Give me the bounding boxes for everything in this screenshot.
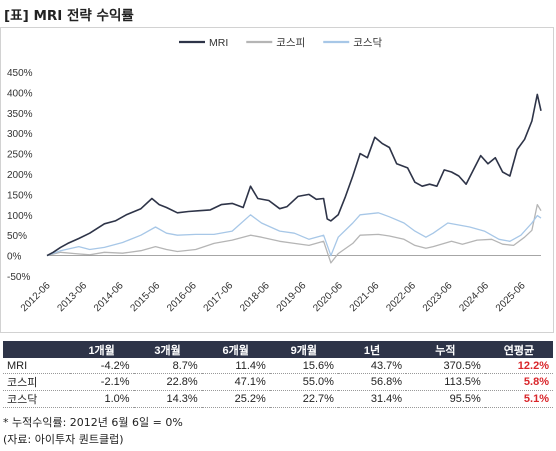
x-tick-label: 2024-06 — [457, 280, 491, 314]
table-cell: 95.5% — [406, 390, 485, 408]
table-row: 코스피 -2.1% 22.8% 47.1% 55.0% 56.8% 113.5%… — [3, 373, 553, 391]
table-row: 코스닥 1.0% 14.3% 25.2% 22.7% 31.4% 95.5% 5… — [3, 390, 553, 408]
table-cell: 14.3% — [133, 390, 202, 408]
x-tick-label: 2012-06 — [19, 280, 53, 314]
table-header-blank — [3, 341, 70, 358]
table-cell: -4.2% — [69, 358, 134, 374]
legend-label-kospi: 코스피 — [276, 37, 305, 49]
series-line-kospi — [46, 203, 542, 264]
series-line-mri — [46, 93, 542, 257]
cagr-cell: 12.2% — [484, 358, 553, 374]
table-cell: 1.0% — [69, 390, 134, 408]
cagr-cell: 5.8% — [484, 373, 553, 391]
line-chart: 450% 400% 350% 300% 250% 200% 150% 100% 50% 0% -50… — [7, 37, 542, 314]
x-tick-label: 2018-06 — [238, 280, 272, 314]
y-tick-label: -50% — [7, 272, 30, 283]
figure-title: [표] MRI 전략 수익률 — [4, 8, 134, 24]
y-tick-label: 100% — [7, 211, 33, 222]
x-tick-label: 2019-06 — [275, 280, 309, 314]
y-tick-label: 350% — [7, 109, 33, 120]
series-line-kosdaq — [46, 212, 542, 257]
legend-label-mri: MRI — [209, 37, 228, 49]
x-tick-label: 2020-06 — [311, 280, 345, 314]
performance-table: 1개월 3개월 6개월 9개월 1년 누적 연평균 MRI -4.2% 8.7%… — [3, 341, 553, 408]
x-tick-label: 2017-06 — [202, 280, 236, 314]
table-cell: 25.2% — [201, 390, 270, 408]
x-tick-label: 2015-06 — [129, 280, 163, 314]
table-header-6m: 6개월 — [201, 341, 270, 358]
chart-container: 450% 400% 350% 300% 250% 200% 150% 100% 50% 0% -50… — [0, 27, 554, 333]
y-tick-label: 450% — [7, 68, 33, 79]
table-header-cumulative: 누적 — [406, 341, 485, 358]
row-label: MRI — [3, 358, 70, 374]
row-label: 코스닥 — [3, 390, 70, 408]
table-cell: -2.1% — [69, 373, 134, 391]
x-tick-label: 2016-06 — [165, 280, 199, 314]
table-cell: 15.6% — [269, 358, 338, 374]
table-cell: 11.4% — [201, 358, 270, 374]
x-tick-label: 2014-06 — [92, 280, 126, 314]
row-label: 코스피 — [3, 373, 70, 391]
x-tick-label: 2022-06 — [384, 280, 418, 314]
x-tick-label: 2013-06 — [55, 280, 89, 314]
table-cell: 370.5% — [406, 358, 485, 374]
y-tick-label: 250% — [7, 150, 33, 161]
table-cell: 22.7% — [269, 390, 338, 408]
y-tick-label: 0% — [7, 252, 22, 263]
source-note: (자료: 아이투자 퀀트클럽) — [3, 433, 124, 446]
table-cell: 55.0% — [269, 373, 338, 391]
y-tick-label: 150% — [7, 190, 33, 201]
table-cell: 8.7% — [133, 358, 202, 374]
table-header-cagr: 연평균 — [484, 341, 553, 358]
y-tick-label: 300% — [7, 129, 33, 140]
table-cell: 56.8% — [337, 373, 407, 391]
x-tick-label: 2021-06 — [348, 280, 382, 314]
table-cell: 43.7% — [337, 358, 407, 374]
y-tick-label: 400% — [7, 88, 33, 99]
table-cell: 31.4% — [337, 390, 407, 408]
x-tick-label: 2023-06 — [421, 280, 455, 314]
y-tick-label: 50% — [7, 231, 27, 242]
table-header-row: 1개월 3개월 6개월 9개월 1년 누적 연평균 — [3, 341, 553, 358]
y-tick-label: 200% — [7, 170, 33, 181]
cagr-cell: 5.1% — [484, 390, 553, 408]
table-header-9m: 9개월 — [269, 341, 338, 358]
legend-label-kosdaq: 코스닥 — [353, 37, 382, 49]
table-cell: 22.8% — [133, 373, 202, 391]
table-row: MRI -4.2% 8.7% 11.4% 15.6% 43.7% 370.5% … — [3, 358, 553, 374]
table-header-1y: 1년 — [337, 341, 407, 358]
x-tick-label: 2025-06 — [494, 280, 528, 314]
table-header-1m: 1개월 — [69, 341, 134, 358]
table-header-3m: 3개월 — [133, 341, 202, 358]
cumulative-note: * 누적수익률: 2012년 6월 6일 = 0% — [3, 416, 183, 429]
table-cell: 47.1% — [201, 373, 270, 391]
table-cell: 113.5% — [406, 373, 485, 391]
